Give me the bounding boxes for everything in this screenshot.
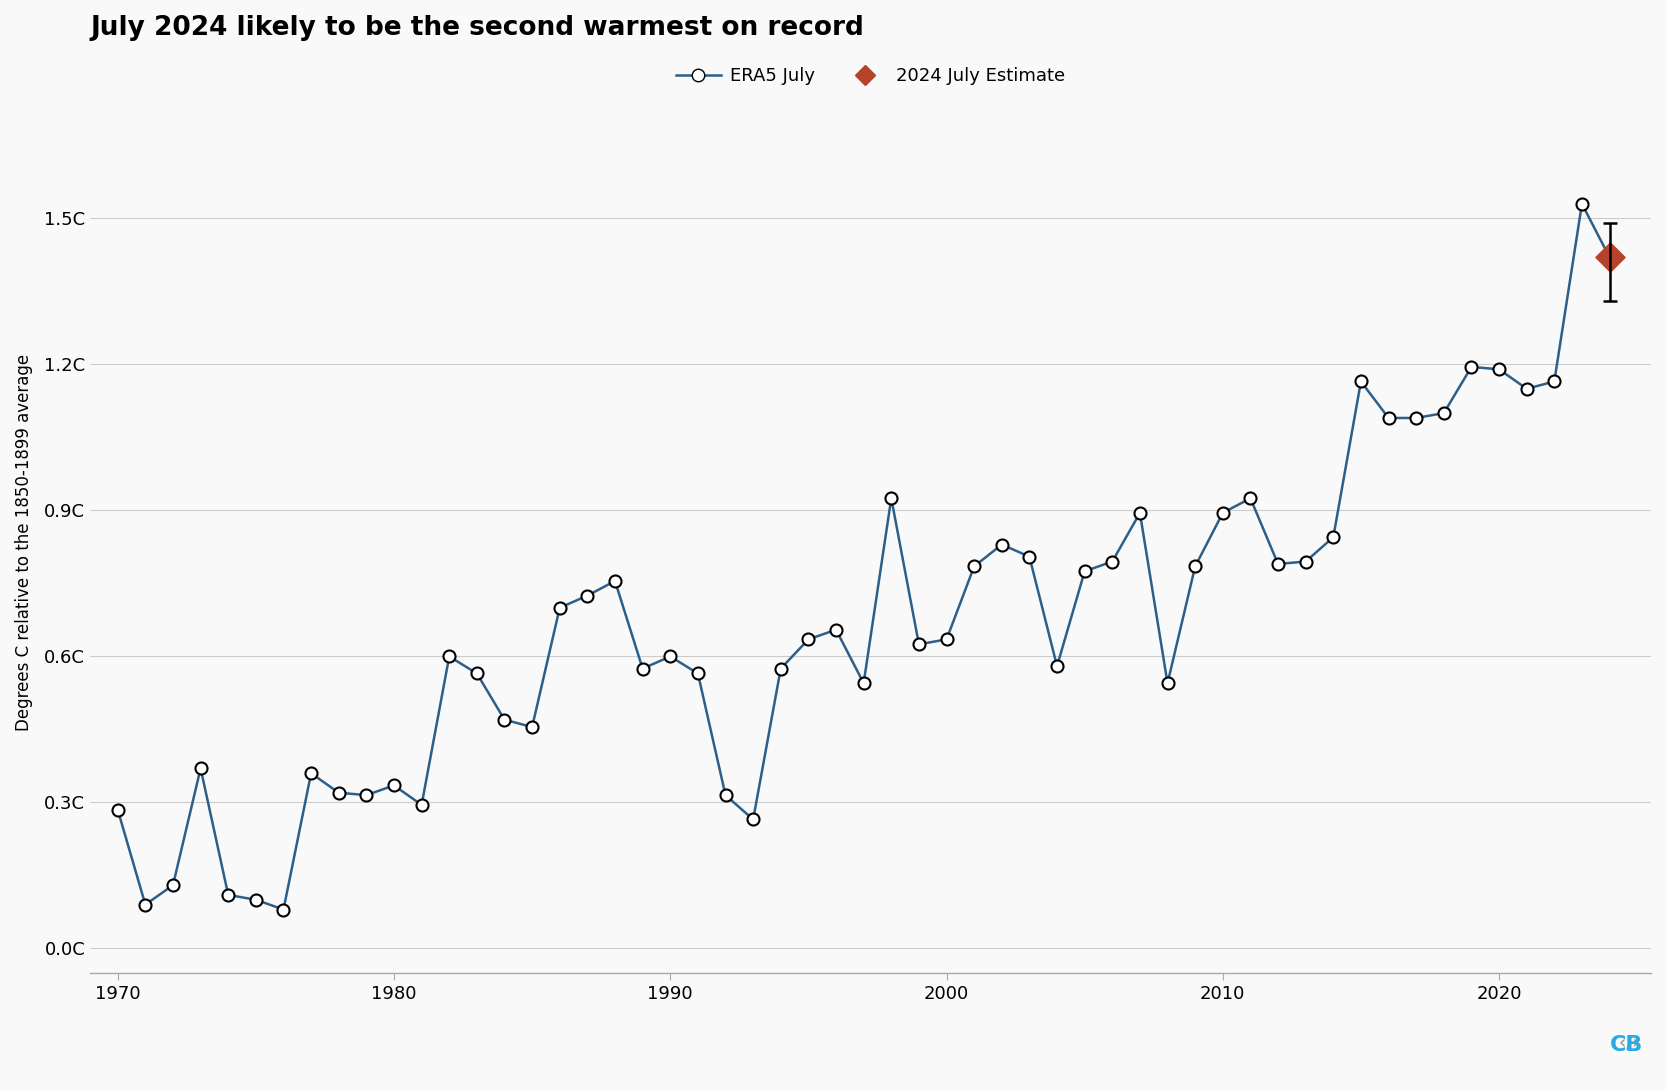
Point <box>1071 562 1098 580</box>
Point <box>1348 373 1374 390</box>
Point <box>1541 373 1568 390</box>
Point <box>1100 553 1126 570</box>
Point <box>270 900 297 918</box>
Point <box>132 896 158 913</box>
Text: ‹/›: ‹/› <box>1619 1033 1651 1051</box>
Point <box>380 777 407 795</box>
Point <box>988 536 1015 554</box>
Point <box>243 891 270 908</box>
Point <box>215 886 242 904</box>
Point <box>1319 529 1346 546</box>
Point <box>685 665 711 682</box>
Point <box>1403 409 1429 426</box>
Point <box>1293 553 1319 570</box>
Point <box>105 801 132 819</box>
Point <box>1596 249 1623 266</box>
Point <box>1155 675 1181 692</box>
Point <box>353 786 380 803</box>
Point <box>491 711 518 728</box>
Point <box>1043 657 1070 675</box>
Legend: ERA5 July, 2024 July Estimate: ERA5 July, 2024 July Estimate <box>668 60 1073 93</box>
Y-axis label: Degrees C relative to the 1850-1899 average: Degrees C relative to the 1850-1899 aver… <box>15 353 33 730</box>
Text: July 2024 likely to be the second warmest on record: July 2024 likely to be the second warmes… <box>90 15 865 41</box>
Point <box>1458 359 1484 376</box>
Point <box>575 586 601 604</box>
Point <box>878 489 905 507</box>
Point <box>630 659 656 677</box>
Point <box>1210 505 1236 522</box>
Point <box>1431 404 1458 422</box>
Point <box>740 811 766 828</box>
Point <box>1016 548 1043 566</box>
Point <box>961 558 988 576</box>
Point <box>1181 558 1208 576</box>
Point <box>850 675 876 692</box>
Point <box>518 718 545 736</box>
Point <box>436 647 463 665</box>
Point <box>823 621 850 639</box>
Point <box>906 635 933 653</box>
Text: CB: CB <box>1609 1034 1643 1055</box>
Point <box>711 786 738 803</box>
Point <box>463 665 490 682</box>
Point <box>1238 489 1264 507</box>
Point <box>1569 195 1596 213</box>
Point <box>1264 555 1291 572</box>
Point <box>187 760 213 777</box>
Point <box>408 796 435 813</box>
Point <box>795 631 821 649</box>
Point <box>1486 361 1513 378</box>
Point <box>546 600 573 617</box>
Point <box>1513 380 1539 398</box>
Point <box>298 764 325 782</box>
Point <box>656 647 683 665</box>
Point <box>1374 409 1401 426</box>
Point <box>325 784 352 801</box>
Point <box>768 659 795 677</box>
Point <box>1126 505 1153 522</box>
Point <box>933 631 960 649</box>
Point <box>160 876 187 894</box>
Point <box>601 572 628 590</box>
